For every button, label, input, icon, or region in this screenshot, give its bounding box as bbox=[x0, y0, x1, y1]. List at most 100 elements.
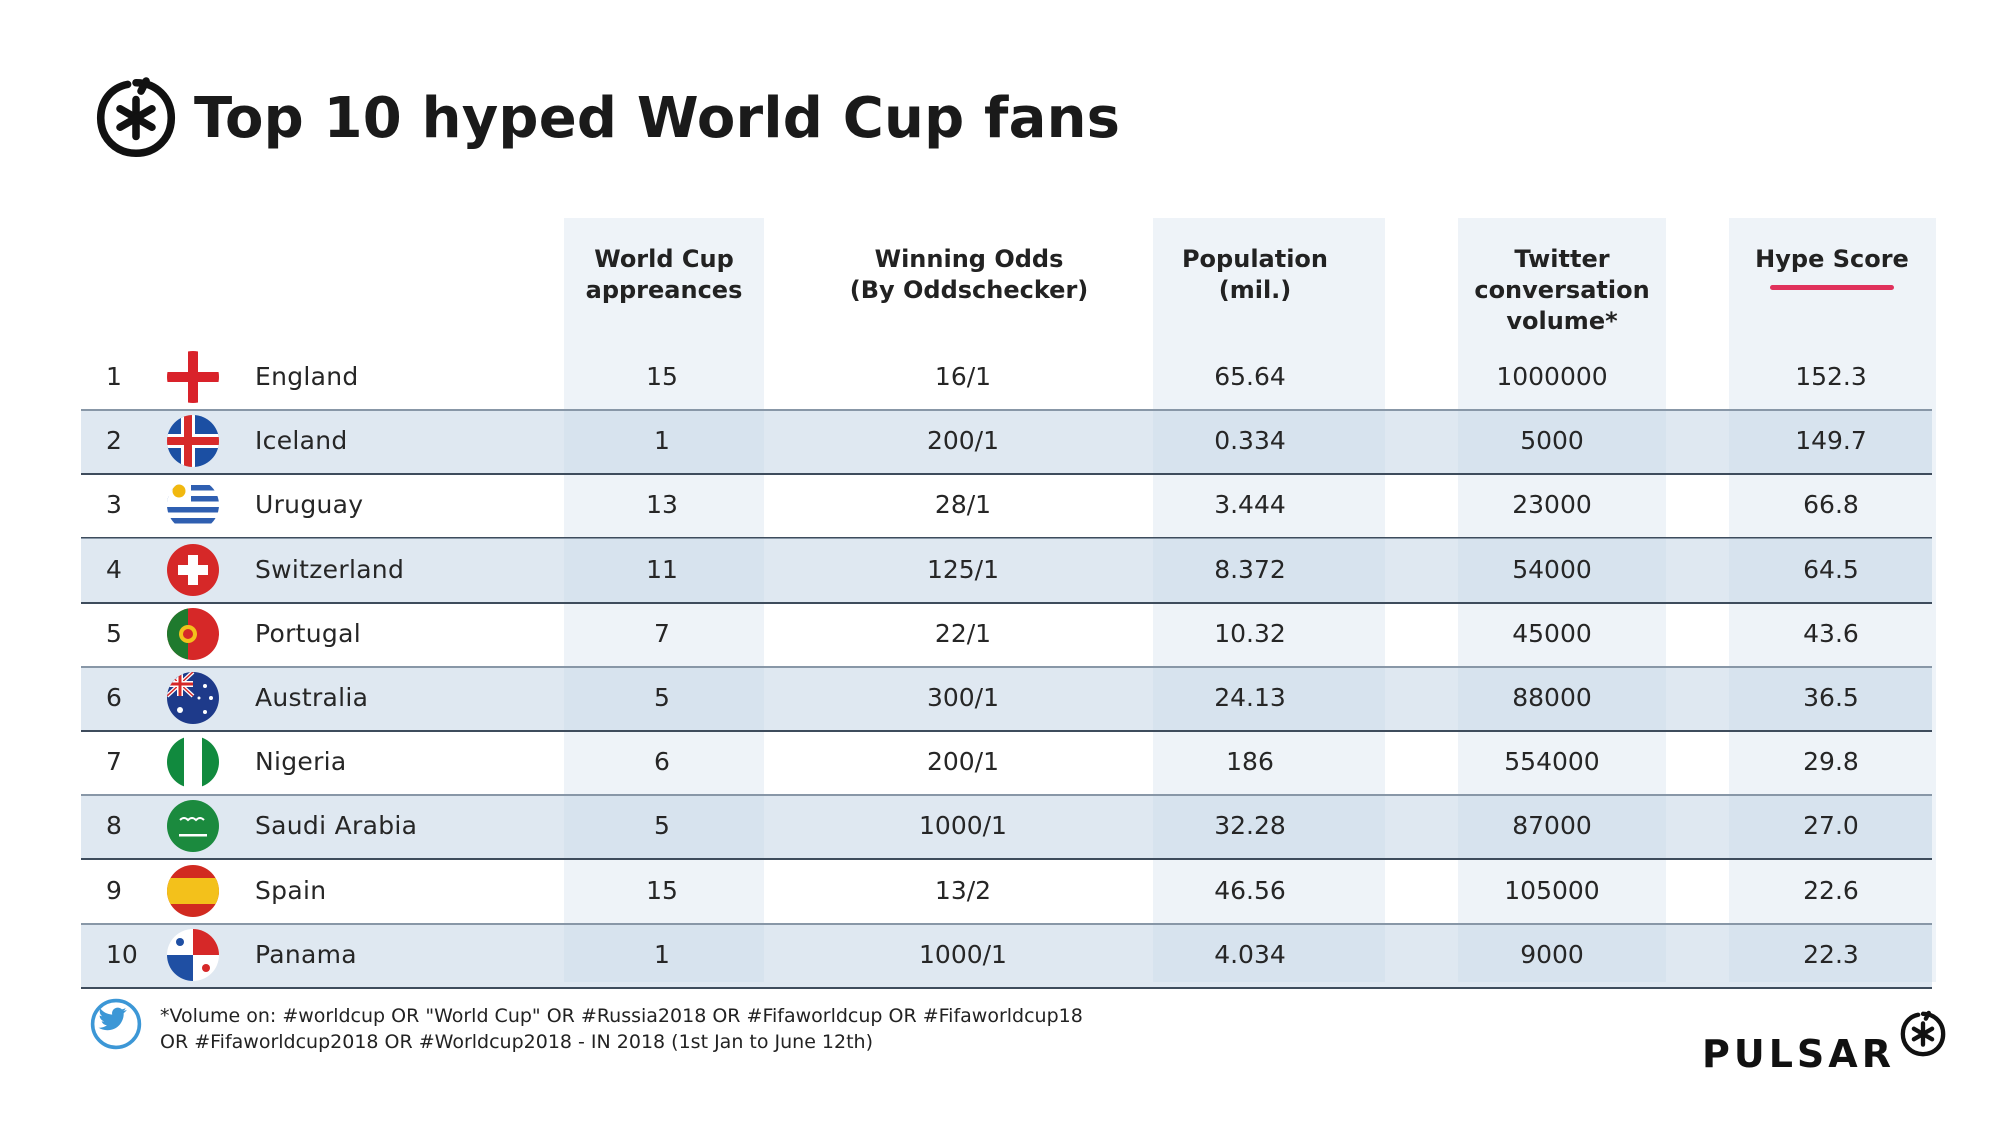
portugal-flag-icon bbox=[167, 608, 219, 660]
rank-cell: 2 bbox=[106, 426, 122, 455]
twitter-cell: 45000 bbox=[1512, 619, 1592, 648]
population-cell: 32.28 bbox=[1214, 811, 1286, 840]
footnote-line-2: OR #Fifaworldcup2018 OR #Worldcup2018 - … bbox=[160, 1031, 874, 1053]
twitter-cell: 105000 bbox=[1504, 876, 1600, 905]
row-divider bbox=[81, 987, 1932, 989]
rank-cell: 5 bbox=[106, 619, 122, 648]
pulsar-asterisk-icon bbox=[1900, 1010, 1946, 1057]
odds-cell: 1000/1 bbox=[919, 940, 1007, 969]
column-header-line: World Cup bbox=[594, 245, 734, 273]
population-cell: 8.372 bbox=[1214, 555, 1286, 584]
column-header-line: Population bbox=[1181, 245, 1329, 273]
twitter-cell: 9000 bbox=[1520, 940, 1584, 969]
column-header-population: Population (mil.) bbox=[1125, 244, 1385, 306]
column-header-line: conversation bbox=[1474, 276, 1650, 304]
table-row: 5 Portugal 7 22/1 10.32 45000 43.6 bbox=[81, 602, 1932, 666]
population-cell: 46.56 bbox=[1214, 876, 1286, 905]
twitter-cell: 54000 bbox=[1512, 555, 1592, 584]
table-row: 10 Panama 1 1000/1 4.034 9000 22.3 bbox=[81, 923, 1932, 987]
column-header-line: Hype Score bbox=[1755, 245, 1909, 273]
table-row: 9 Spain 15 13/2 46.56 105000 22.6 bbox=[81, 859, 1932, 923]
appearances-cell: 11 bbox=[646, 555, 678, 584]
rank-cell: 8 bbox=[106, 811, 122, 840]
column-header-appearances: World Cup appreances bbox=[534, 244, 794, 306]
country-cell: Saudi Arabia bbox=[255, 811, 418, 840]
column-header-hype: Hype Score bbox=[1702, 244, 1962, 275]
appearances-cell: 15 bbox=[646, 362, 678, 391]
hype-cell: 66.8 bbox=[1803, 490, 1859, 519]
twitter-cell: 87000 bbox=[1512, 811, 1592, 840]
odds-cell: 28/1 bbox=[934, 490, 992, 519]
row-divider bbox=[81, 730, 1932, 732]
column-header-line: volume* bbox=[1506, 307, 1618, 335]
table-row: 7 Nigeria 6 200/1 186 554000 29.8 bbox=[81, 730, 1932, 794]
hype-cell: 36.5 bbox=[1803, 683, 1859, 712]
population-cell: 10.32 bbox=[1214, 619, 1286, 648]
country-cell: Switzerland bbox=[255, 555, 405, 584]
odds-cell: 16/1 bbox=[934, 362, 992, 391]
table-row: 4 Switzerland 11 125/1 8.372 54000 64.5 bbox=[81, 538, 1932, 602]
appearances-cell: 13 bbox=[646, 490, 678, 519]
twitter-cell: 88000 bbox=[1512, 683, 1592, 712]
population-cell: 0.334 bbox=[1214, 426, 1286, 455]
hype-cell: 149.7 bbox=[1795, 426, 1867, 455]
twitter-bird-icon bbox=[90, 998, 142, 1050]
saudi-arabia-flag-icon bbox=[167, 800, 219, 852]
population-cell: 186 bbox=[1226, 747, 1274, 776]
hype-cell: 29.8 bbox=[1803, 747, 1859, 776]
rank-cell: 10 bbox=[106, 940, 138, 969]
twitter-cell: 554000 bbox=[1504, 747, 1600, 776]
rank-cell: 4 bbox=[106, 555, 122, 584]
country-cell: Nigeria bbox=[255, 747, 347, 776]
pulsar-logo-icon bbox=[96, 77, 176, 158]
iceland-flag-icon bbox=[167, 415, 219, 467]
country-cell: Panama bbox=[255, 940, 357, 969]
appearances-cell: 1 bbox=[654, 426, 670, 455]
hype-cell: 152.3 bbox=[1795, 362, 1867, 391]
odds-cell: 1000/1 bbox=[919, 811, 1007, 840]
spain-flag-icon bbox=[167, 865, 219, 917]
population-cell: 4.034 bbox=[1214, 940, 1286, 969]
row-divider bbox=[81, 473, 1932, 475]
page-title: Top 10 hyped World Cup fans bbox=[194, 85, 1121, 151]
rank-cell: 7 bbox=[106, 747, 122, 776]
table-row: 2 Iceland 1 200/1 0.334 5000 149.7 bbox=[81, 409, 1932, 473]
odds-cell: 13/2 bbox=[934, 876, 992, 905]
population-cell: 3.444 bbox=[1214, 490, 1286, 519]
odds-cell: 300/1 bbox=[926, 683, 1000, 712]
row-divider bbox=[81, 602, 1932, 604]
table-row: 3 Uruguay 13 28/1 3.444 23000 66.8 bbox=[81, 473, 1932, 537]
column-header-line: Twitter bbox=[1514, 245, 1610, 273]
hype-cell: 43.6 bbox=[1803, 619, 1859, 648]
hype-cell: 22.3 bbox=[1803, 940, 1859, 969]
brand-name: PULSAR bbox=[1702, 1032, 1895, 1076]
population-cell: 65.64 bbox=[1214, 362, 1286, 391]
twitter-cell: 1000000 bbox=[1496, 362, 1608, 391]
country-cell: Portugal bbox=[255, 619, 361, 648]
country-cell: Uruguay bbox=[255, 490, 364, 519]
australia-flag-icon bbox=[167, 672, 219, 724]
england-flag-icon bbox=[167, 351, 219, 403]
rank-cell: 9 bbox=[106, 876, 122, 905]
twitter-cell: 5000 bbox=[1520, 426, 1584, 455]
table-row: 1 England 15 16/1 65.64 1000000 152.3 bbox=[81, 345, 1932, 409]
column-header-line: appreances bbox=[585, 276, 743, 304]
odds-cell: 200/1 bbox=[926, 747, 1000, 776]
table-row: 8 Saudi Arabia 5 1000/1 32.28 87000 27.0 bbox=[81, 794, 1932, 858]
footnote: *Volume on: #worldcup OR "World Cup" OR … bbox=[160, 1003, 1083, 1055]
rank-cell: 3 bbox=[106, 490, 122, 519]
column-header-line: Winning Odds bbox=[874, 245, 1064, 273]
footnote-line-1: *Volume on: #worldcup OR "World Cup" OR … bbox=[160, 1005, 1083, 1027]
hype-cell: 22.6 bbox=[1803, 876, 1859, 905]
odds-cell: 125/1 bbox=[926, 555, 1000, 584]
appearances-cell: 6 bbox=[654, 747, 670, 776]
twitter-cell: 23000 bbox=[1512, 490, 1592, 519]
row-divider bbox=[81, 858, 1932, 860]
appearances-cell: 1 bbox=[654, 940, 670, 969]
panama-flag-icon bbox=[167, 929, 219, 981]
uruguay-flag-icon bbox=[167, 479, 219, 531]
appearances-cell: 7 bbox=[654, 619, 670, 648]
odds-cell: 22/1 bbox=[934, 619, 992, 648]
hype-cell: 64.5 bbox=[1803, 555, 1859, 584]
hype-cell: 27.0 bbox=[1803, 811, 1859, 840]
